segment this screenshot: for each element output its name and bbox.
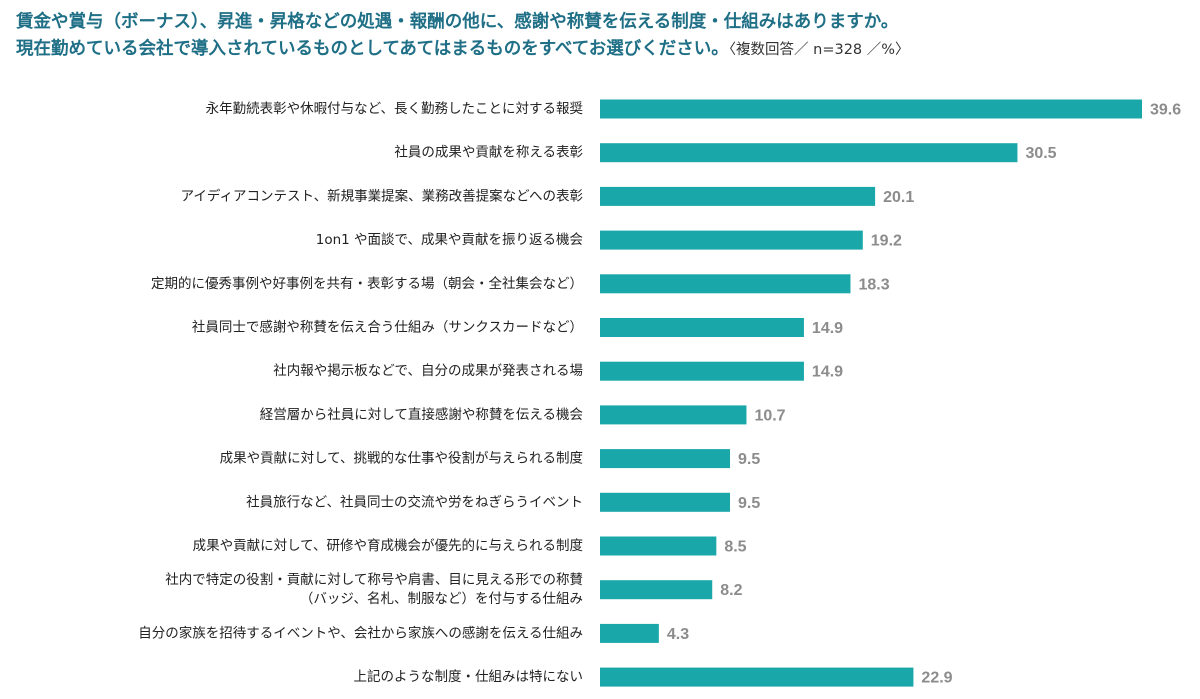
chart-note: 〈複数回答／ n=328 ／%〉: [728, 42, 910, 58]
bar-row: 社員同士で感謝や称賛を伝え合う仕組み（サンクスカードなど） 14.9: [192, 318, 843, 337]
bar: [600, 143, 1018, 163]
bar-row: 成果や貢献に対して、挑戦的な仕事や役割が与えられる制度 9.5: [220, 449, 760, 469]
category-label: 成果や貢献に対して、研修や育成機会が優先的に与えられる制度: [193, 538, 583, 554]
bar: [600, 230, 863, 250]
bar-row: 経営層から社員に対して直接感謝や称賛を伝える機会 10.7: [260, 405, 786, 425]
bar: [600, 449, 731, 469]
chart-title-line-2-text: 現在勤めている会社で導入されているものとしてあてはまるものをすべてお選びください…: [16, 39, 729, 59]
bar-row: 上記のような制度・仕組みは特にない 22.9: [354, 667, 953, 687]
value-label: 19.2: [871, 233, 902, 250]
bar: [600, 405, 747, 425]
category-label: 1on1 や面談で、成果や貢献を振り返る機会: [316, 232, 583, 248]
bar-row: 社員旅行など、社員同士の交流や労をねぎらうイベント 9.5: [246, 492, 760, 512]
bar-row: アイディアコンテスト、新規事業提案、業務改善提案などへの表彰 20.1: [181, 186, 914, 206]
category-label: 社内報や掲示板などで、自分の成果が発表される場: [273, 363, 583, 379]
category-label: 経営層から社員に対して直接感謝や称賛を伝える機会: [260, 406, 583, 423]
value-label: 30.5: [1025, 145, 1056, 162]
category-label: 定期的に優秀事例や好事例を共有・表彰する場（朝会・全社集会など）: [151, 275, 583, 292]
category-label: 社員同士で感謝や称賛を伝え合う仕組み（サンクスカードなど）: [192, 319, 583, 336]
value-label: 8.5: [724, 539, 746, 556]
category-label: 社内で特定の役割・貢献に対して称号や肩書、目に見える形での称賛: [165, 571, 583, 588]
category-label: 社員旅行など、社員同士の交流や労をねぎらうイベント: [246, 493, 583, 510]
category-label: アイディアコンテスト、新規事業提案、業務改善提案などへの表彰: [181, 187, 584, 204]
bar: [600, 667, 914, 687]
bar-row: 定期的に優秀事例や好事例を共有・表彰する場（朝会・全社集会など） 18.3: [151, 274, 890, 294]
value-label: 14.9: [812, 364, 843, 381]
value-label: 10.7: [754, 407, 785, 424]
bar-row: 社内で特定の役割・貢献に対して称号や肩書、目に見える形での称賛 （バッジ、名札、制…: [165, 571, 742, 607]
bar: [600, 99, 1142, 119]
value-label: 9.5: [738, 451, 760, 468]
bar: [600, 186, 876, 206]
bar-row: 社内報や掲示板などで、自分の成果が発表される場 14.9: [273, 361, 843, 381]
category-label: 上記のような制度・仕組みは特にない: [354, 668, 584, 685]
value-label: 8.2: [720, 582, 742, 599]
bar: [600, 361, 804, 381]
bar-row: 社員の成果や貢献を称える表彰 30.5: [394, 143, 1057, 163]
category-label: 永年勤続表彰や休暇付与など、長く勤務したことに対する報奨: [206, 100, 584, 117]
value-label: 9.5: [738, 495, 760, 512]
category-label: 自分の家族を招待するイベントや、会社から家族への感謝を伝える仕組み: [138, 624, 583, 641]
value-label: 39.6: [1150, 102, 1181, 119]
bar-row: 1on1 や面談で、成果や貢献を振り返る機会 19.2: [316, 230, 902, 250]
bar: [600, 318, 804, 337]
value-label: 14.9: [812, 320, 843, 337]
bar-row: 自分の家族を招待するイベントや、会社から家族への感謝を伝える仕組み 4.3: [138, 623, 689, 643]
category-label: 成果や貢献に対して、挑戦的な仕事や役割が与えられる制度: [220, 450, 583, 467]
category-label: （バッジ、名札、制服など）を付与する仕組み: [300, 591, 583, 607]
value-label: 18.3: [858, 276, 889, 293]
bar-row: 永年勤続表彰や休暇付与など、長く勤務したことに対する報奨 39.6: [206, 99, 1181, 119]
bar: [600, 492, 731, 512]
bar: [600, 536, 717, 556]
chart-title-line-1: 賃金や賞与（ボーナス）、昇進・昇格などの処遇・報酬の他に、感謝や称賛を伝える制度…: [16, 12, 899, 32]
bar-row: 成果や貢献に対して、研修や育成機会が優先的に与えられる制度 8.5: [193, 536, 747, 556]
bar: [600, 274, 851, 294]
value-label: 20.1: [883, 189, 914, 206]
value-label: 22.9: [921, 670, 952, 687]
bar: [600, 580, 713, 600]
category-label: 社員の成果や貢献を称える表彰: [394, 144, 583, 161]
chart-title-line-2: 現在勤めている会社で導入されているものとしてあてはまるものをすべてお選びください…: [16, 37, 910, 62]
bar: [600, 623, 659, 643]
value-label: 4.3: [667, 626, 689, 643]
